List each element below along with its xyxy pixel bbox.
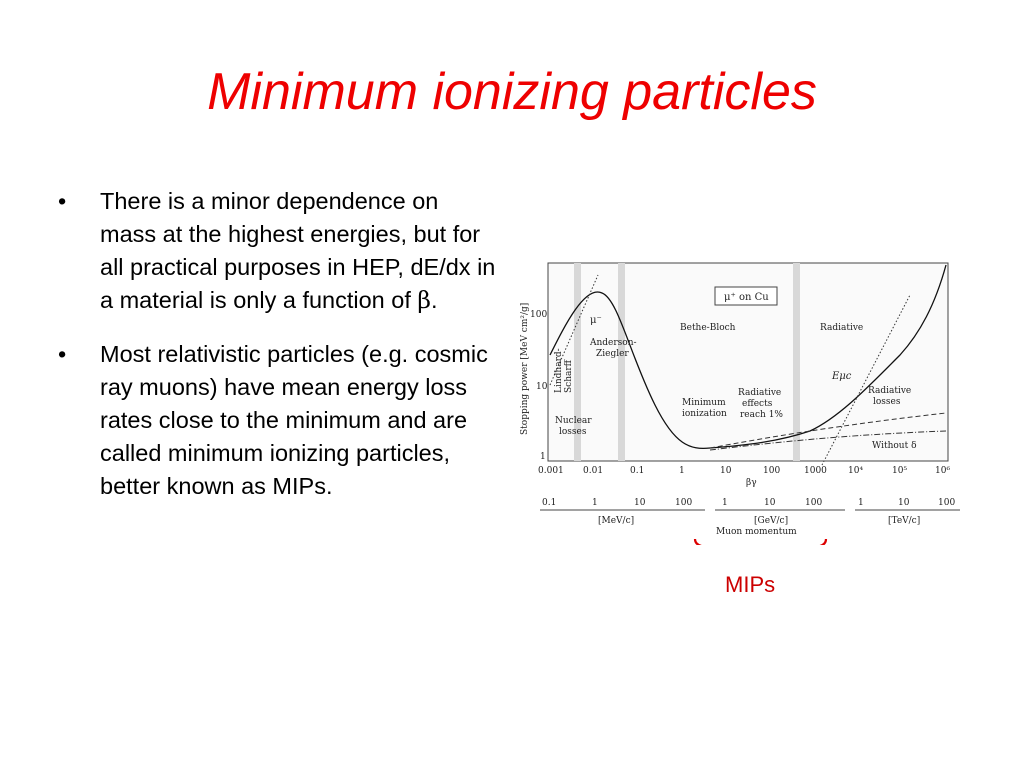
- stopping-power-plot: 100 10 1 Stopping power [MeV cm²/g] μ⁺ o…: [520, 262, 960, 556]
- momentum-tick: 1: [858, 498, 864, 508]
- y-tick: 10: [536, 382, 548, 392]
- minimum-ionization-label: ionization: [682, 409, 727, 419]
- beta-gamma-tick: 0.01: [583, 466, 603, 476]
- slide-title: Minimum ionizing particles: [207, 63, 817, 121]
- mu-minus-label: μ⁻: [590, 315, 602, 326]
- beta-gamma-tick: 10: [720, 466, 732, 476]
- radiative-losses-label: losses: [873, 397, 901, 407]
- beta-symbol: β: [417, 286, 432, 314]
- beta-gamma-tick: 100: [763, 466, 780, 476]
- beta-gamma-label: βγ: [746, 478, 757, 488]
- beta-gamma-tick: 1000: [804, 466, 827, 476]
- y-axis-label: Stopping power [MeV cm²/g]: [520, 303, 530, 435]
- boundary-band: [574, 263, 581, 461]
- radiative-effects-label: reach 1%: [740, 410, 783, 420]
- bullet-list: • There is a minor dependence on mass at…: [58, 185, 498, 524]
- ionization-tail: [709, 412, 947, 449]
- momentum-tick: 100: [675, 498, 692, 508]
- momentum-tick: 1: [722, 498, 728, 508]
- radiative-effects-label: effects: [742, 399, 773, 409]
- beta-gamma-tick: 0.001: [538, 466, 564, 476]
- mips-label: MIPs: [725, 572, 776, 597]
- minimum-ionization-label: Minimum: [682, 398, 726, 408]
- stopping-power-figure: 100 10 1 Stopping power [MeV cm²/g] μ⁺ o…: [510, 255, 970, 556]
- momentum-tick: 1: [592, 498, 598, 508]
- lindhard-label: Lindhard-: [554, 348, 564, 393]
- momentum-tick: 100: [805, 498, 822, 508]
- bullet-item-mips: • Most relativistic particles (e.g. cosm…: [58, 338, 498, 503]
- bullet-dot: •: [58, 188, 67, 214]
- bullet-text: Most relativistic particles (e.g. cosmic…: [100, 341, 488, 499]
- anderson-ziegler-label: Anderson-: [589, 338, 637, 348]
- boundary-band: [793, 263, 800, 461]
- beta-gamma-tick: 0.1: [630, 466, 644, 476]
- anderson-ziegler-label: Ziegler: [596, 349, 629, 359]
- momentum-unit: [GeV/c]: [754, 516, 788, 526]
- momentum-axis-label: Muon momentum: [716, 527, 797, 537]
- radiative-label: Radiative: [820, 323, 863, 333]
- radiative-losses-label: Radiative: [868, 386, 911, 396]
- lindhard-line: [549, 274, 599, 386]
- radiative-effects-label: Radiative: [738, 388, 781, 398]
- beta-gamma-tick: 10⁴: [848, 466, 863, 476]
- bullet-text: There is a minor dependence on mass at t…: [100, 188, 496, 313]
- momentum-tick: 10: [764, 498, 776, 508]
- boundary-band: [618, 263, 625, 461]
- nuclear-losses-label: Nuclear: [555, 416, 592, 426]
- beta-gamma-tick: 10⁵: [892, 466, 907, 476]
- without-delta-label: Without δ: [872, 441, 917, 451]
- momentum-tick: 0.1: [542, 498, 556, 508]
- momentum-unit: [MeV/c]: [598, 516, 634, 526]
- without-delta-tail: [709, 430, 947, 451]
- beta-gamma-tick: 1: [679, 466, 685, 476]
- bullet-dot: •: [58, 341, 67, 367]
- y-tick: 100: [530, 310, 547, 320]
- y-tick: 1: [540, 452, 546, 462]
- legend-text: μ⁺ on Cu: [724, 292, 769, 303]
- beta-gamma-tick: 10⁶: [935, 466, 950, 476]
- mips-brace: [693, 538, 828, 556]
- e-muc-label: Eμc: [831, 371, 852, 382]
- nuclear-losses-label: losses: [559, 427, 587, 437]
- bethe-bloch-label: Bethe-Bloch: [680, 323, 736, 333]
- bullet-text-end: .: [431, 287, 438, 313]
- bullet-item-mass-dependence: • There is a minor dependence on mass at…: [58, 185, 498, 317]
- momentum-tick: 10: [634, 498, 646, 508]
- momentum-unit: [TeV/c]: [888, 516, 920, 526]
- momentum-tick: 10: [898, 498, 910, 508]
- radiative-asymptote: [821, 294, 911, 466]
- lindhard-label: Scharff: [564, 359, 574, 393]
- legend-box: [714, 286, 778, 306]
- momentum-tick: 100: [938, 498, 955, 508]
